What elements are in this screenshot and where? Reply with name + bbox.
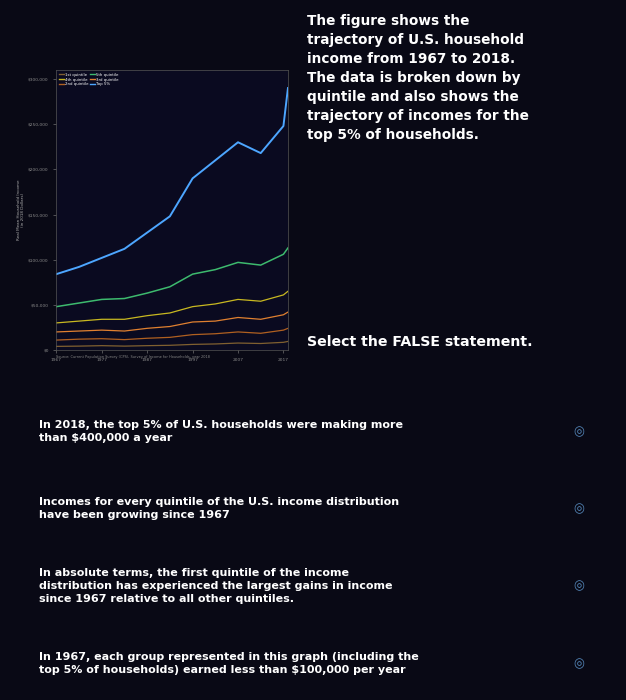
Text: ◎: ◎ <box>573 657 584 670</box>
Text: ◎: ◎ <box>573 502 584 515</box>
Text: Source: Current Population Survey (CPS), Survey of Income for Households, year 2: Source: Current Population Survey (CPS),… <box>56 356 210 359</box>
Text: The figure shows the
trajectory of U.S. household
income from 1967 to 2018.
The : The figure shows the trajectory of U.S. … <box>307 14 528 141</box>
Text: ◎: ◎ <box>573 425 584 438</box>
Text: In 2018, the top 5% of U.S. households were making more
than $400,000 a year: In 2018, the top 5% of U.S. households w… <box>39 420 403 443</box>
Text: Incomes for every quintile of the U.S. income distribution
have been growing sin: Incomes for every quintile of the U.S. i… <box>39 497 399 520</box>
Text: Select the FALSE statement.: Select the FALSE statement. <box>307 335 532 349</box>
Legend: 1st quintile, 4th quintile, 2nd quintile, 5th quintile, 3rd quintile, Top 5%: 1st quintile, 4th quintile, 2nd quintile… <box>58 72 119 87</box>
Text: In absolute terms, the first quintile of the income
distribution has experienced: In absolute terms, the first quintile of… <box>39 568 393 604</box>
Text: ◎: ◎ <box>573 580 584 593</box>
Y-axis label: Real Mean Household Income
(in 2018 Dollars): Real Mean Household Income (in 2018 Doll… <box>16 180 25 240</box>
Text: In 1967, each group represented in this graph (including the
top 5% of household: In 1967, each group represented in this … <box>39 652 419 675</box>
